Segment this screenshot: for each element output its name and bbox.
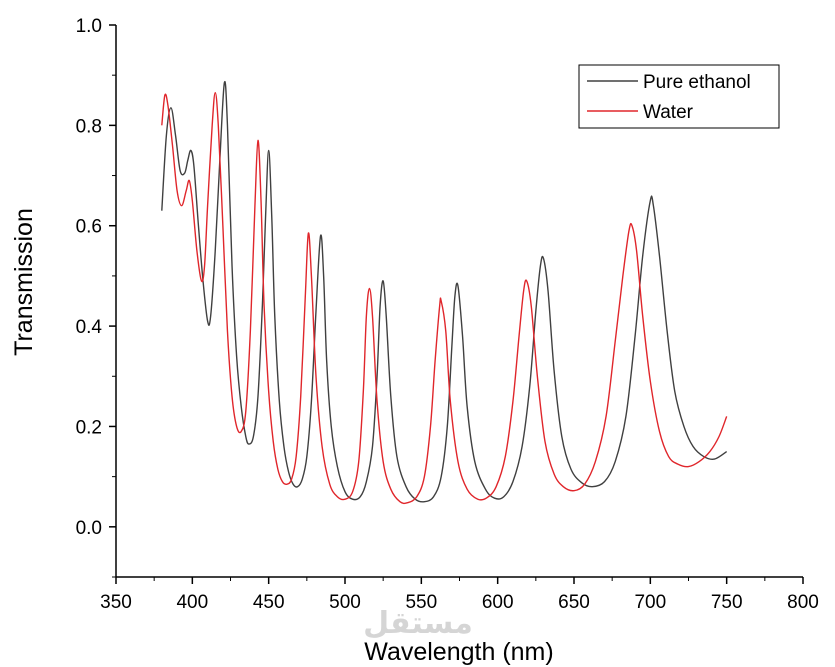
y-tick-label: 0.4 (76, 317, 103, 338)
x-ticks: 350 400 450 500 550 600 650 700 750 800 (100, 577, 819, 613)
y-tick-label: 0.0 (76, 518, 102, 539)
x-axis-title: Wavelength (nm) (364, 638, 553, 666)
x-tick-label: 750 (711, 592, 743, 613)
y-ticks: 0.0 0.2 0.4 0.6 0.8 1.0 (76, 16, 116, 578)
y-tick-label: 0.2 (76, 417, 102, 438)
y-tick-label: 1.0 (76, 16, 102, 37)
legend: Pure ethanol Water (578, 64, 780, 129)
y-tick-label: 0.8 (76, 116, 102, 137)
legend-label-water: Water (643, 102, 694, 123)
x-tick-label: 450 (253, 592, 285, 613)
legend-label-pure-ethanol: Pure ethanol (643, 72, 751, 93)
legend-box (578, 64, 780, 129)
x-tick-label: 700 (634, 592, 666, 613)
x-tick-label: 500 (329, 592, 361, 613)
x-tick-label: 550 (405, 592, 437, 613)
y-axis-title: Transmission (10, 208, 38, 356)
series-group (161, 80, 728, 505)
x-tick-label: 400 (176, 592, 208, 613)
series-line-water (161, 92, 728, 505)
x-tick-label: 800 (787, 592, 819, 613)
x-tick-label: 350 (100, 592, 132, 613)
y-tick-label: 0.6 (76, 217, 102, 238)
x-tick-label: 600 (482, 592, 514, 613)
series-line-pure-ethanol (161, 80, 728, 503)
watermark: مستقل (363, 606, 473, 641)
x-tick-label: 650 (558, 592, 590, 613)
